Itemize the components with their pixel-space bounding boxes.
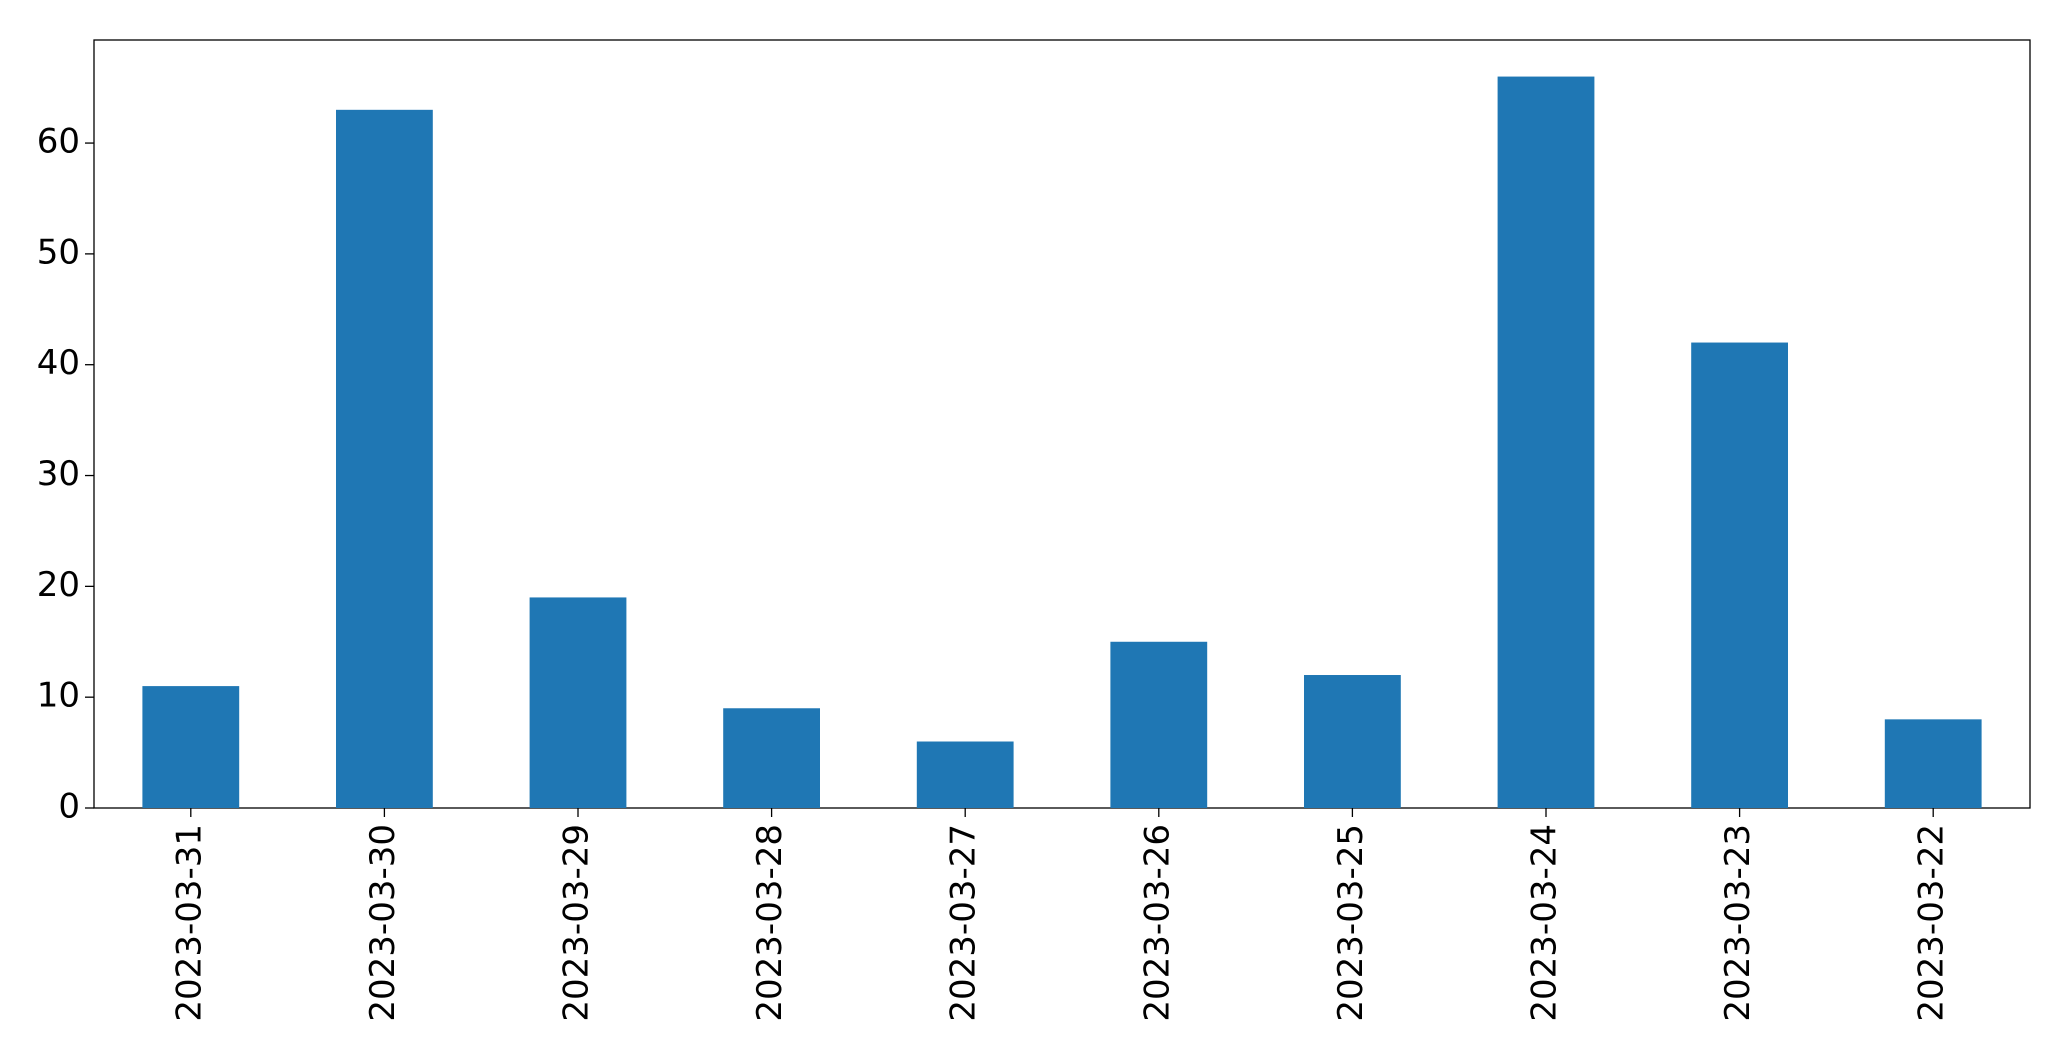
- bar: [336, 109, 433, 809]
- x-tick-label: 2023-03-22: [1912, 824, 1952, 1022]
- bar: [1304, 675, 1401, 808]
- bar: [142, 686, 240, 808]
- bar: [529, 597, 627, 808]
- bar: [1110, 641, 1208, 808]
- y-tick-label: 40: [37, 343, 80, 383]
- bar: [1497, 76, 1595, 809]
- y-tick-label: 20: [37, 565, 80, 605]
- x-tick-label: 2023-03-30: [363, 824, 403, 1022]
- x-tick-label: 2023-03-28: [750, 824, 790, 1022]
- x-tick-label: 2023-03-31: [169, 824, 209, 1022]
- x-tick-label: 2023-03-24: [1525, 824, 1565, 1022]
- bar: [723, 708, 820, 808]
- y-tick-label: 0: [58, 787, 80, 827]
- x-tick-label: 2023-03-26: [1137, 824, 1177, 1022]
- bar: [916, 741, 1014, 808]
- x-tick-label: 2023-03-23: [1718, 824, 1758, 1022]
- y-tick-label: 50: [37, 232, 80, 272]
- x-tick-label: 2023-03-27: [944, 824, 984, 1022]
- plot-frame: [93, 39, 2031, 809]
- bar: [1691, 342, 1788, 808]
- x-tick-label: 2023-03-25: [1331, 824, 1371, 1022]
- bar: [1884, 719, 1982, 808]
- y-tick-label: 30: [37, 454, 80, 494]
- y-tick-label: 10: [37, 676, 80, 716]
- x-tick-label: 2023-03-29: [557, 824, 597, 1022]
- y-tick-label: 60: [37, 122, 80, 162]
